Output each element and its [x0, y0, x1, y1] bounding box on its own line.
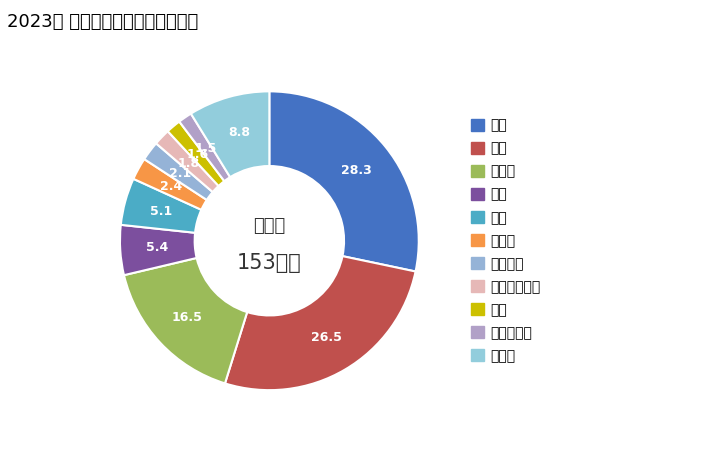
- Wedge shape: [121, 179, 202, 233]
- Text: 2.4: 2.4: [160, 180, 182, 193]
- Wedge shape: [225, 256, 416, 390]
- Text: 16.5: 16.5: [172, 310, 203, 324]
- Text: 28.3: 28.3: [341, 164, 372, 177]
- Text: 5.1: 5.1: [150, 205, 173, 218]
- Text: 26.5: 26.5: [311, 331, 341, 344]
- Text: 153億円: 153億円: [237, 253, 301, 273]
- Text: 2023年 輸出相手国のシェア（％）: 2023年 輸出相手国のシェア（％）: [7, 14, 199, 32]
- Text: 2.1: 2.1: [169, 167, 191, 180]
- Text: 総　額: 総 額: [253, 217, 285, 235]
- Wedge shape: [133, 159, 207, 210]
- Wedge shape: [167, 122, 224, 186]
- Wedge shape: [144, 144, 213, 200]
- Wedge shape: [179, 113, 230, 181]
- Text: 1.5: 1.5: [195, 142, 217, 155]
- Legend: 米国, 中国, ドイツ, 韓国, 台湾, インド, オランダ, シンガポール, タイ, ポーランド, その他: 米国, 中国, ドイツ, 韓国, 台湾, インド, オランダ, シンガポール, …: [470, 119, 540, 363]
- Wedge shape: [269, 91, 419, 271]
- Text: 1.6: 1.6: [186, 148, 208, 162]
- Wedge shape: [120, 225, 197, 275]
- Text: 8.8: 8.8: [228, 126, 250, 140]
- Text: 5.4: 5.4: [146, 241, 169, 254]
- Wedge shape: [191, 91, 269, 177]
- Wedge shape: [156, 131, 218, 192]
- Text: 1.8: 1.8: [178, 157, 199, 170]
- Wedge shape: [124, 258, 248, 383]
